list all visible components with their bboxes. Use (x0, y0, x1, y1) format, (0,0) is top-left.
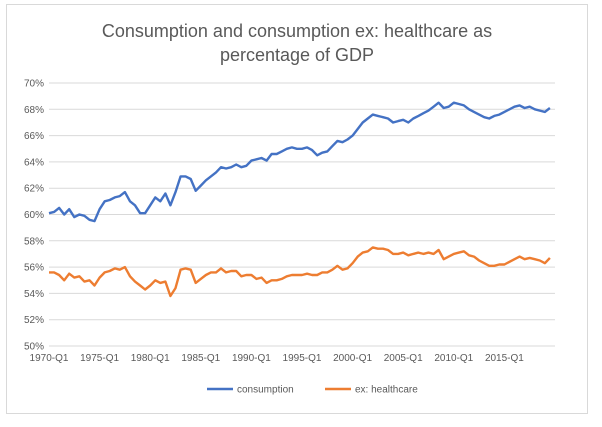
x-tick-label: 1985-Q1 (181, 353, 220, 364)
line-chart: Consumption and consumption ex: healthca… (24, 21, 555, 396)
x-tick-label: 2015-Q1 (485, 353, 524, 364)
x-tick-label: 1970-Q1 (30, 353, 69, 364)
x-tick-label: 2005-Q1 (384, 353, 423, 364)
y-tick-label: 50% (24, 342, 44, 353)
x-tick-label: 2000-Q1 (333, 353, 372, 364)
series-line-1 (48, 101, 551, 223)
chart-frame: Consumption and consumption ex: healthca… (6, 4, 588, 414)
x-axis-tick-labels: 1970-Q1 1975-Q1 1980-Q1 1985-Q1 1990-Q1 1995-… (30, 353, 525, 364)
gridlines (49, 82, 555, 347)
y-tick-label: 54% (24, 289, 44, 300)
y-tick-label: 52% (24, 315, 44, 326)
legend-label: ex: healthcare (355, 385, 418, 396)
y-tick-label: 56% (24, 263, 44, 274)
x-tick-label: 1990-Q1 (232, 353, 271, 364)
y-tick-label: 64% (24, 157, 44, 168)
chart-title-line-1: Consumption and consumption ex: healthca… (102, 21, 492, 41)
series-line-2 (49, 246, 551, 298)
x-tick-label: 1980-Q1 (131, 353, 170, 364)
chart-title-line-2: percentage of GDP (220, 45, 374, 65)
x-tick-label: 1995-Q1 (283, 353, 322, 364)
x-tick-label: 2010-Q1 (434, 353, 473, 364)
legend-label: consumption (237, 385, 294, 396)
y-tick-label: 70% (24, 79, 44, 90)
y-tick-label: 66% (24, 131, 44, 142)
y-tick-label: 62% (24, 184, 44, 195)
legend: consumption ex: healthcare (207, 385, 418, 396)
y-tick-label: 68% (24, 105, 44, 116)
series-lines (48, 101, 551, 298)
y-tick-label: 58% (24, 236, 44, 247)
y-axis-tick-labels: 50% 52% 54% 56% 58% 60% 62% 64% 66% 68% 70% (24, 79, 44, 353)
x-tick-label: 1975-Q1 (80, 353, 119, 364)
y-tick-label: 60% (24, 210, 44, 221)
